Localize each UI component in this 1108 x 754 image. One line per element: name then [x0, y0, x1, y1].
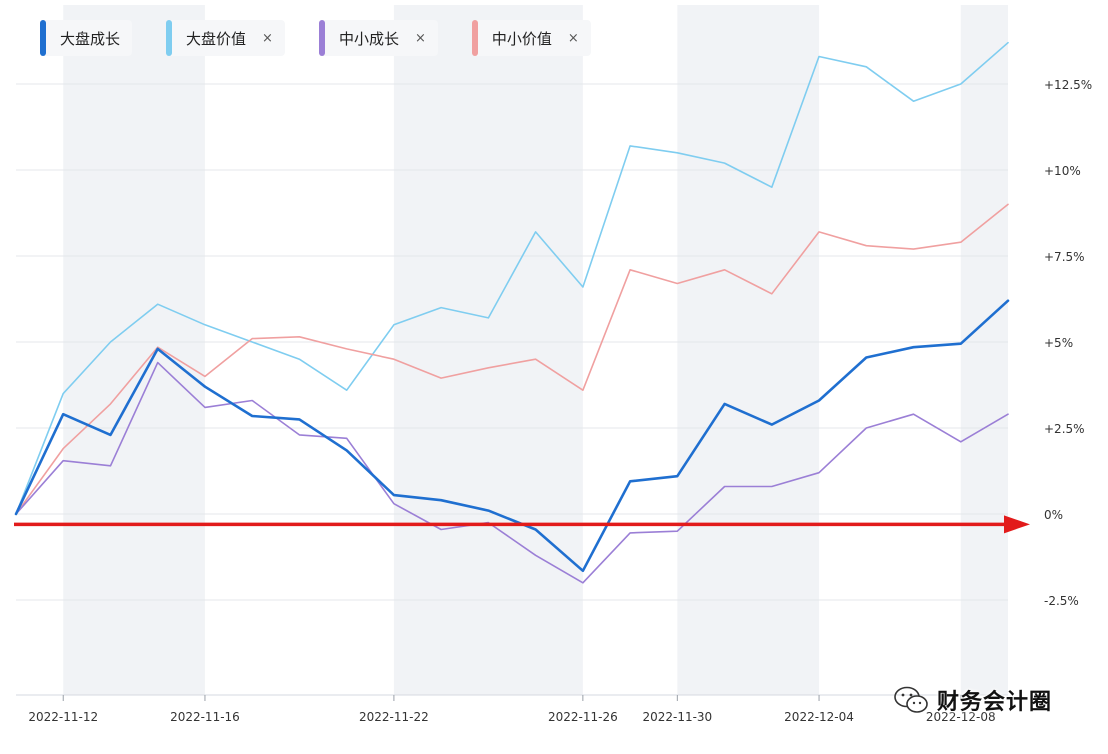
x-tick-label: 2022-11-30: [642, 710, 712, 724]
shaded-band: [393, 5, 583, 695]
legend-label: 大盘价值: [186, 29, 247, 48]
y-tick-label: +7.5%: [1044, 250, 1085, 264]
y-tick-label: +12.5%: [1044, 78, 1092, 92]
legend-label: 大盘成长: [60, 29, 121, 48]
shaded-band: [63, 5, 205, 695]
legend-item-small-growth[interactable]: 中小成长 ×: [318, 20, 438, 56]
legend-label: 中小成长: [338, 29, 399, 48]
legend-item-large-value[interactable]: 大盘价值 ×: [166, 20, 285, 56]
x-tick-label: 2022-11-26: [548, 710, 618, 724]
watermark: 财务会计圈: [893, 680, 1052, 720]
x-tick-label: 2022-11-12: [28, 710, 98, 724]
legend-swatch-small-value: [471, 20, 478, 56]
y-tick-label: +2.5%: [1044, 422, 1085, 436]
series-line-3: [15, 203, 1009, 515]
legend: 大盘成长 大盘价值 × 中小成长 × 中小价值 ×: [40, 20, 591, 56]
series-line-0: [14, 299, 1010, 573]
y-tick-label: +10%: [1044, 164, 1081, 178]
legend-item-large-growth[interactable]: 大盘成长: [40, 20, 133, 56]
y-tick-label: 0%: [1044, 508, 1063, 522]
y-tick-label: -2.5%: [1044, 594, 1079, 608]
shaded-band: [677, 5, 820, 695]
legend-item-small-value[interactable]: 中小价值 ×: [471, 20, 591, 56]
reference-arrow-head: [1004, 515, 1030, 534]
legend-swatch-large-value: [166, 20, 173, 56]
x-tick-label: 2022-12-04: [784, 710, 854, 724]
close-icon[interactable]: ×: [414, 30, 426, 46]
close-icon[interactable]: ×: [262, 30, 273, 46]
legend-label: 中小价值: [491, 29, 552, 48]
x-tick-label: 2022-11-22: [359, 710, 429, 724]
x-tick-label: 2022-12-08: [926, 710, 996, 724]
y-tick-label: +5%: [1044, 336, 1073, 350]
wechat-icon: [894, 686, 928, 713]
close-icon[interactable]: ×: [567, 30, 579, 46]
shaded-band: [960, 5, 1008, 695]
x-tick-label: 2022-11-16: [170, 710, 240, 724]
legend-swatch-large-growth: [40, 20, 46, 56]
watermark-text: 财务会计圈: [937, 690, 1053, 715]
series-line-1: [15, 41, 1009, 515]
series-line-2: [15, 361, 1009, 584]
legend-swatch-small-growth: [318, 20, 325, 56]
